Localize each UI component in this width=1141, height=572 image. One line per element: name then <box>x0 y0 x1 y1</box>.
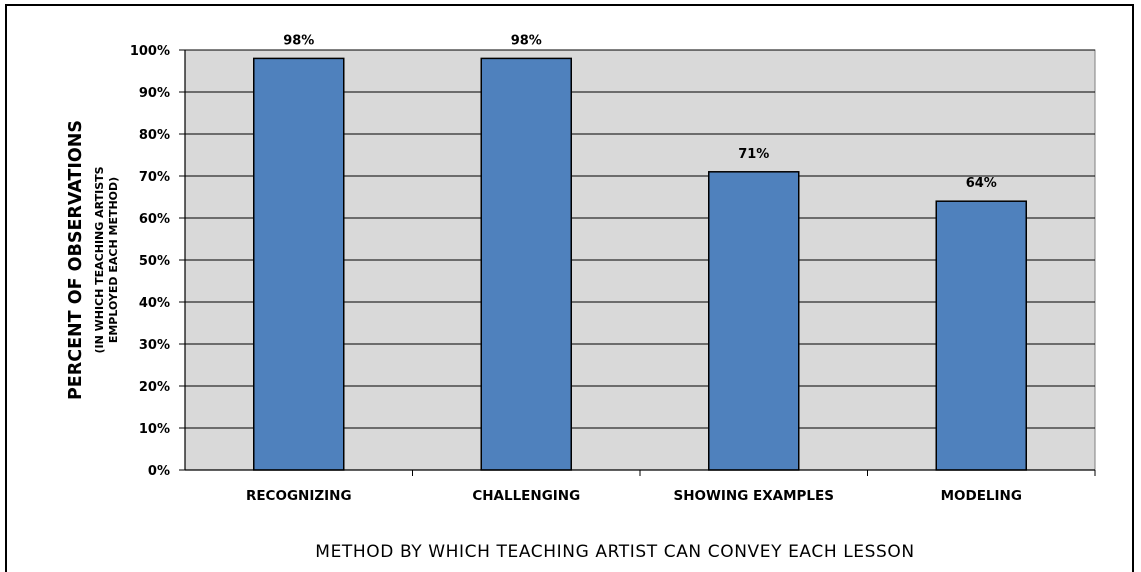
y-tick-labels: 0% 10% 20% 30% 40% 50% 60% 70% 80% 90% 100% <box>130 44 170 479</box>
y-tick-label: 40% <box>139 296 170 311</box>
y-tick-label: 70% <box>139 170 170 185</box>
y-tick-label: 90% <box>139 86 170 101</box>
y-tick-label: 50% <box>139 254 170 269</box>
bar-modeling <box>935 200 1027 471</box>
bar-recognizing <box>253 57 345 471</box>
y-tick-label: 20% <box>139 380 170 395</box>
y-tick-label: 80% <box>139 128 170 143</box>
chart-frame <box>5 4 1134 572</box>
data-label: 98% <box>511 33 542 48</box>
x-tick-label: SHOWING EXAMPLES <box>674 488 834 504</box>
y-axis-subtitle-line-2: EMPLOYED EACH METHOD) <box>107 177 120 343</box>
data-label: 64% <box>966 176 997 191</box>
y-tick-label: 10% <box>139 422 170 437</box>
x-tick-label: CHALLENGING <box>472 488 580 504</box>
bar-showing-examples <box>708 171 800 471</box>
axes <box>179 49 1096 476</box>
bar-challenging <box>480 57 572 471</box>
y-tick-label: 100% <box>130 44 170 59</box>
x-tick-label: MODELING <box>941 488 1022 504</box>
bars <box>253 57 1027 471</box>
y-tick-label: 30% <box>139 338 170 353</box>
y-axis-subtitle-line-1: (IN WHICH TEACHING ARTISTS <box>93 166 106 353</box>
x-tick-label: RECOGNIZING <box>246 488 352 504</box>
y-axis-title: PERCENT OF OBSERVATIONS <box>66 120 86 400</box>
y-tick-label: 0% <box>148 464 170 479</box>
x-axis-title: METHOD BY WHICH TEACHING ARTIST CAN CONV… <box>315 542 914 562</box>
x-tick-labels: RECOGNIZING CHALLENGING SHOWING EXAMPLES MO… <box>246 488 1022 504</box>
data-label: 98% <box>283 33 314 48</box>
data-labels: 98% 98% 71% 64% <box>283 33 997 191</box>
y-tick-label: 60% <box>139 212 170 227</box>
data-label: 71% <box>738 147 769 162</box>
